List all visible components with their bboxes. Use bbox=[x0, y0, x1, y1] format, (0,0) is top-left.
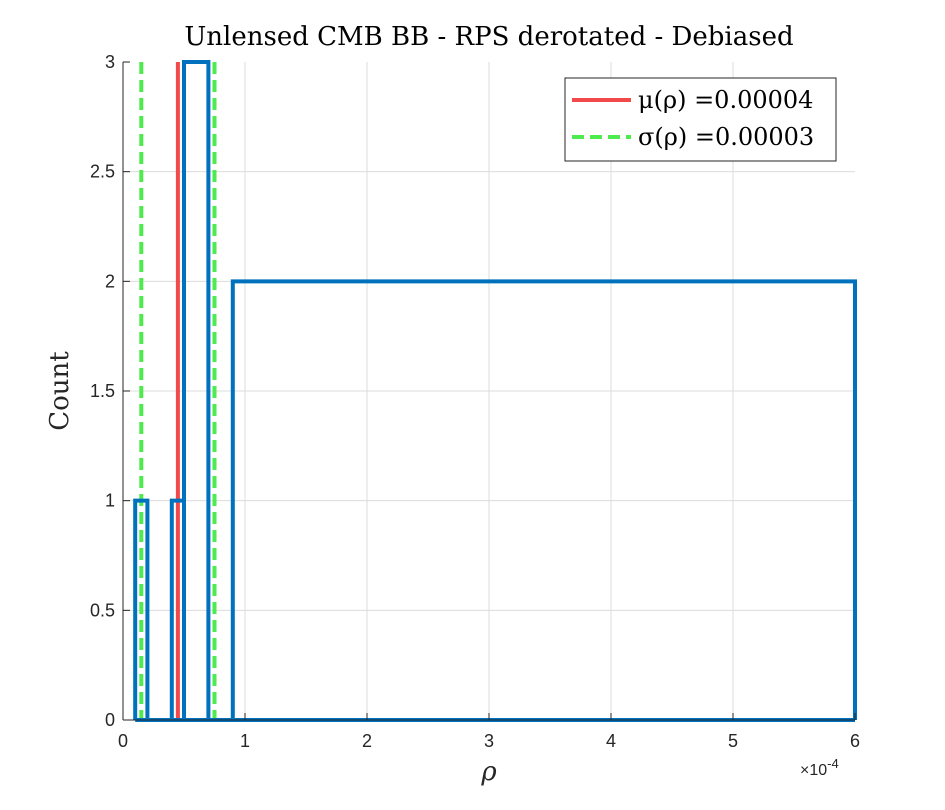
y-tick-label-5: 2.5 bbox=[90, 162, 115, 182]
y-tick-label-0: 0 bbox=[105, 710, 115, 730]
chart-title: Unlensed CMB BB - RPS derotated - Debias… bbox=[184, 22, 793, 52]
histogram-bar-3 bbox=[182, 60, 211, 720]
y-tick-label-3: 1.5 bbox=[90, 381, 115, 401]
histogram-bar-0 bbox=[133, 498, 150, 720]
y-axis-label: Count bbox=[45, 351, 75, 431]
histogram-bar-5 bbox=[230, 279, 857, 720]
x-exponent-power: -4 bbox=[827, 756, 839, 771]
x-tick-label-4: 4 bbox=[606, 731, 616, 751]
x-tick-label-6: 6 bbox=[850, 731, 860, 751]
svg-text:×10-4: ×10-4 bbox=[800, 756, 839, 779]
x-tick-label-3: 3 bbox=[484, 731, 494, 751]
legend-mean-label: μ(ρ) =0.00004 bbox=[638, 86, 813, 114]
y-tick-label-2: 1 bbox=[105, 491, 115, 511]
axes bbox=[122, 61, 856, 721]
legend-sigma-label: σ(ρ) =0.00003 bbox=[638, 123, 814, 151]
x-exponent-base: ×10 bbox=[800, 762, 827, 779]
y-tick-label-4: 2 bbox=[105, 271, 115, 291]
y-tick-label-1: 0.5 bbox=[90, 600, 115, 620]
x-tick-label-2: 2 bbox=[362, 731, 372, 751]
x-tick-label-0: 0 bbox=[118, 731, 128, 751]
x-tick-label-1: 1 bbox=[240, 731, 250, 751]
sigma-lines bbox=[139, 62, 217, 720]
x-axis-label: ρ bbox=[480, 757, 497, 787]
x-tick-labels: 0 1 2 3 4 5 6 bbox=[118, 731, 860, 751]
x-exponent: ×10-4 bbox=[800, 756, 839, 779]
y-tick-label-6: 3 bbox=[105, 52, 115, 72]
legend-box bbox=[564, 77, 837, 162]
legend: μ(ρ) =0.00004 σ(ρ) =0.00003 bbox=[564, 77, 837, 162]
y-tick-labels: 0 0.5 1 1.5 2 2.5 3 bbox=[90, 52, 115, 730]
x-tick-label-5: 5 bbox=[728, 731, 738, 751]
